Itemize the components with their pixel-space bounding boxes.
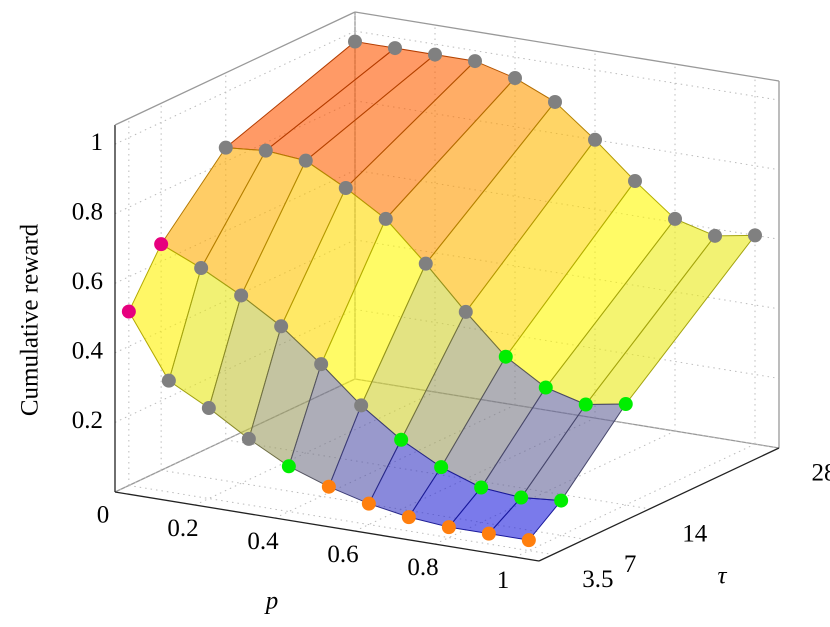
data-point [258, 143, 273, 158]
data-point [498, 349, 513, 364]
data-point [281, 459, 296, 474]
data-point [378, 211, 393, 226]
data-point [554, 493, 569, 508]
box-edge [354, 11, 780, 82]
data-point [298, 153, 313, 168]
data-point [194, 261, 209, 276]
data-point [508, 71, 522, 86]
x-tick-label: 0.4 [247, 528, 279, 555]
data-point [348, 34, 362, 49]
data-point [668, 211, 682, 226]
data-point [121, 304, 136, 319]
data-point [418, 256, 433, 271]
grid-line [128, 484, 553, 555]
z-tick-label: 0.4 [72, 338, 104, 365]
data-point [538, 380, 553, 395]
y-tick-label: 7 [624, 551, 637, 578]
z-axis-label: Cumulative reward [17, 223, 44, 416]
data-point [201, 401, 216, 416]
data-point [468, 54, 482, 69]
box-edge [114, 491, 540, 562]
data-point [154, 237, 169, 252]
data-point [234, 288, 249, 303]
z-tick-label: 0.2 [72, 407, 103, 434]
data-point [588, 132, 602, 147]
data-point [354, 398, 369, 413]
data-point [401, 510, 416, 525]
data-point [708, 228, 722, 243]
x-tick-label: 0.8 [407, 554, 438, 581]
data-point [241, 431, 256, 446]
box-edge [538, 447, 780, 562]
data-point [628, 174, 642, 189]
x-tick-label: 0.2 [167, 515, 198, 542]
data-point [338, 181, 353, 196]
data-point [618, 397, 633, 412]
data-point [388, 41, 402, 56]
y-axis-label: τ [718, 563, 728, 590]
data-point [514, 490, 529, 505]
x-tick-label: 0 [97, 502, 110, 529]
data-point [394, 432, 409, 447]
box-edge [114, 11, 356, 126]
data-point [434, 460, 449, 475]
data-point [321, 479, 336, 494]
data-point [521, 533, 536, 548]
data-point [314, 357, 329, 372]
y-tick-label: 28 [812, 460, 830, 487]
grid-line [354, 30, 780, 101]
data-point [361, 496, 376, 511]
z-tick-label: 0.8 [72, 198, 103, 225]
z-tick-label: 0.6 [72, 268, 103, 295]
x-tick-label: 1 [497, 567, 510, 594]
data-point [428, 47, 442, 62]
y-tick-label: 3.5 [582, 566, 613, 593]
data-point [748, 228, 762, 243]
data-point [161, 373, 176, 388]
x-axis-label: p [264, 588, 279, 615]
grid-line [114, 30, 356, 145]
x-tick-label: 0.6 [327, 541, 358, 568]
data-point [474, 480, 489, 495]
z-tick-label: 1 [91, 129, 104, 156]
data-point [218, 140, 233, 155]
y-tick-label: 14 [682, 521, 708, 548]
grid-line [514, 443, 756, 558]
data-point [441, 520, 456, 535]
data-point [578, 397, 593, 412]
data-point [481, 526, 496, 541]
data-point [274, 319, 289, 334]
data-point [548, 94, 562, 109]
data-point [458, 304, 473, 319]
